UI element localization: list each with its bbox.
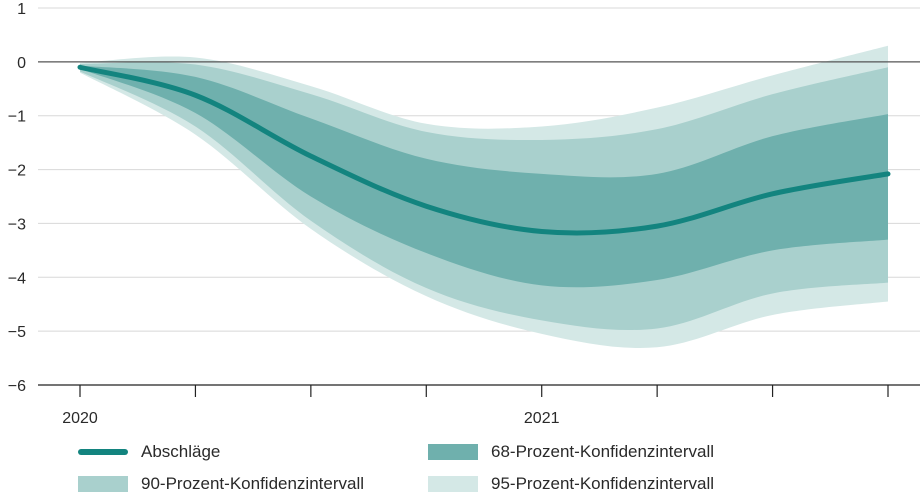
legend-swatch-90 [78,476,128,492]
y-tick-label: −5 [8,324,26,341]
x-tick-label: 2021 [524,410,560,427]
legend-swatch-68 [428,444,478,460]
legend-label-90: 90-Prozent-Konfidenzintervall [141,474,365,493]
legend-item-68: 68-Prozent-Konfidenzintervall [428,442,714,462]
legend-item-95: 95-Prozent-Konfidenzintervall [428,474,714,494]
legend-swatch-line [78,449,128,455]
label-layer: 1 0 −1 −2 −3 −4 −5 −6 2020 2021 [8,1,560,427]
legend-label-68: 68-Prozent-Konfidenzintervall [491,442,715,461]
legend-label-95: 95-Prozent-Konfidenzintervall [491,474,715,493]
legend-item-90: 90-Prozent-Konfidenzintervall [78,474,364,494]
axis-layer [38,384,920,397]
band-layer [80,45,888,348]
y-tick-label: −4 [8,270,26,287]
x-tick-label: 2020 [62,410,98,427]
line-layer [77,64,891,236]
y-tick-label: −3 [8,216,26,233]
y-tick-label: −6 [8,378,26,395]
legend-swatch-95 [428,476,478,492]
legend-label-abschlaege: Abschläge [141,442,221,461]
y-tick-label: 1 [17,1,26,18]
band-68 [80,65,888,288]
legend-item-abschlaege: Abschläge [78,442,220,462]
legend: Abschläge 68-Prozent-Konfidenzintervall … [0,432,920,495]
y-tick-label: 0 [17,55,26,72]
y-tick-label: −2 [8,163,26,180]
abschlaege-line [77,64,891,236]
y-tick-label: −1 [8,109,26,126]
